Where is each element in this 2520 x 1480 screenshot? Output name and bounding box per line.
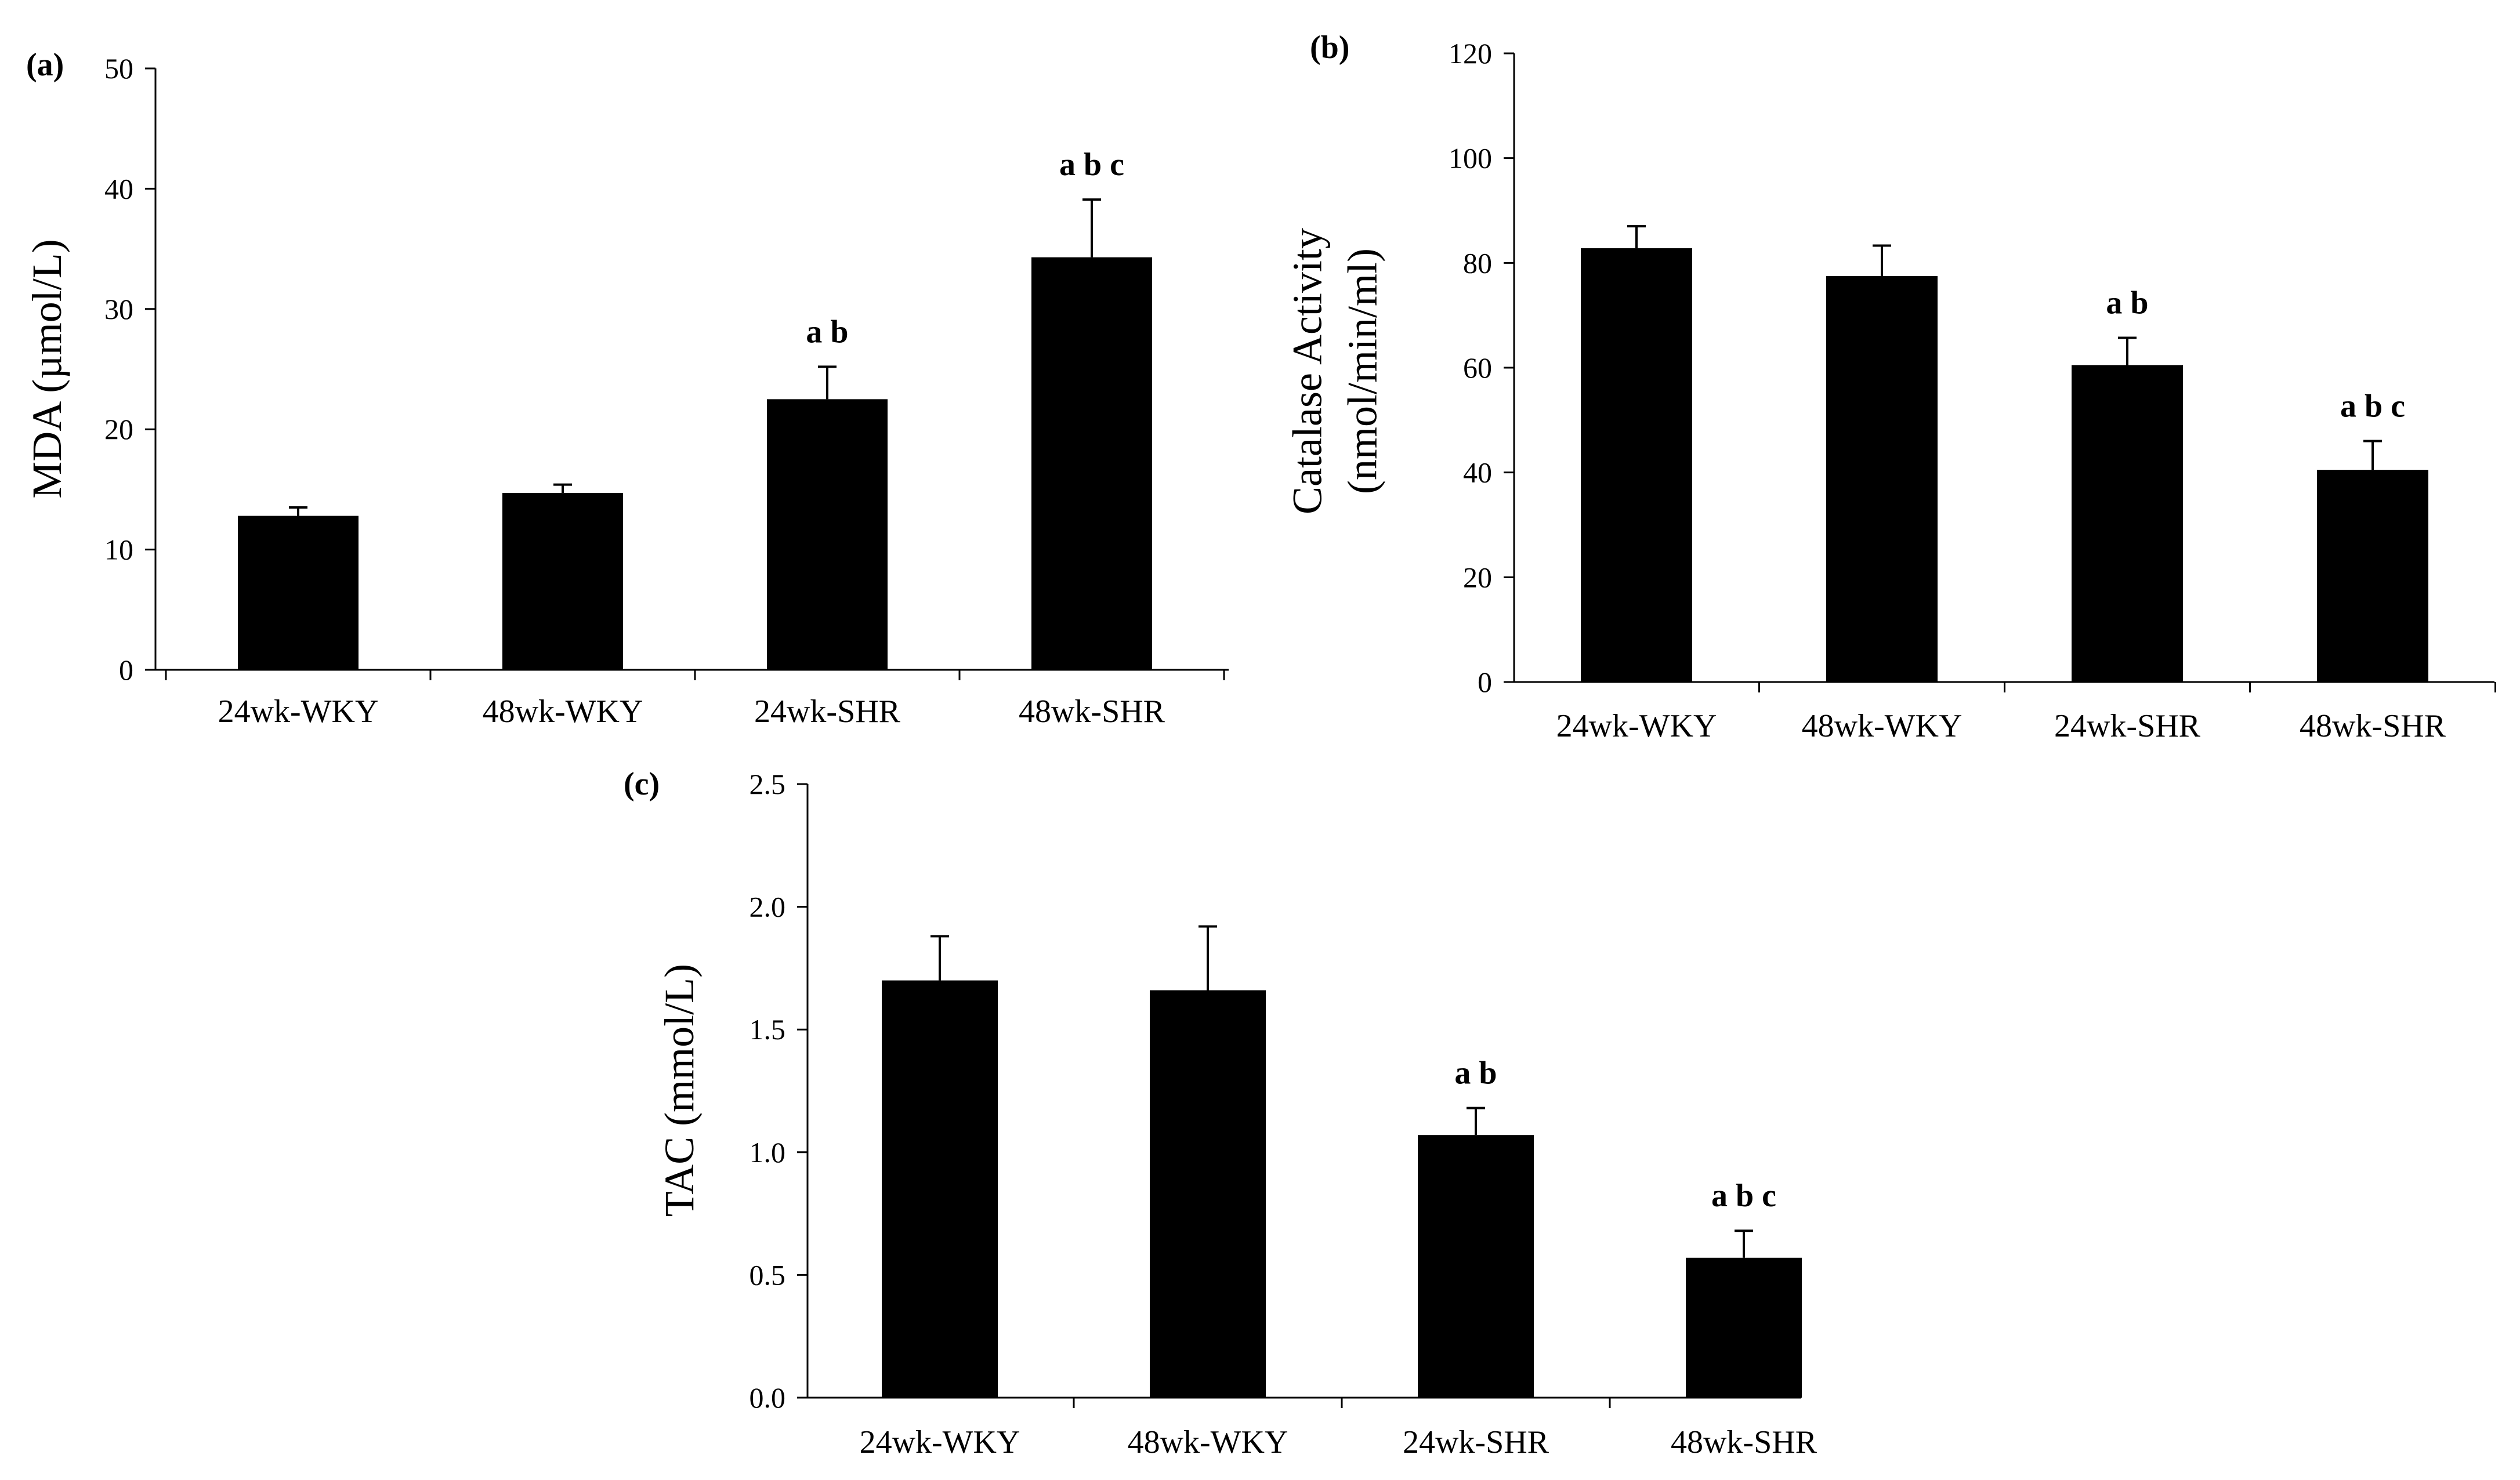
y-axis-label: MDA (µmol/L) — [24, 239, 70, 498]
y-tick-label: 2.0 — [750, 891, 786, 923]
chart-panel-1: (a) MDA (µmol/L) 0 10 20 30 40 50 24wk-WKY 48wk-W… — [24, 47, 1229, 730]
y-tick-label: 1.0 — [750, 1136, 786, 1169]
y-tick-label: 10 — [104, 534, 133, 566]
bar — [1031, 257, 1152, 670]
y-tick-label: 0.5 — [750, 1258, 786, 1291]
bar — [1826, 275, 1938, 683]
y-tick-label: 40 — [104, 172, 133, 205]
x-tick-label: 24wk-WKY — [1556, 708, 1717, 744]
significance-label: a b — [1454, 1055, 1497, 1091]
panel-label: (b) — [1310, 30, 1349, 66]
y-tick-label: 120 — [1449, 37, 1492, 70]
x-tick-label: 24wk-SHR — [2054, 708, 2201, 744]
y-tick-label: 80 — [1463, 246, 1492, 279]
y-tick-label: 100 — [1449, 142, 1492, 175]
y-tick-label: 2.5 — [750, 768, 786, 800]
significance-label: a b c — [1711, 1178, 1776, 1214]
panel-label: (a) — [26, 47, 64, 83]
y-axis-label: Catalase Activity — [1284, 228, 1331, 514]
y-tick-label: 50 — [104, 52, 133, 85]
y-tick-label: 30 — [104, 293, 133, 325]
bar — [767, 399, 888, 670]
bar — [1581, 248, 1692, 682]
y-tick-label: 60 — [1463, 351, 1492, 384]
significance-label: a b — [2106, 285, 2148, 321]
bar — [882, 980, 998, 1398]
bar — [1686, 1257, 1802, 1398]
x-tick-label: 24wk-SHR — [754, 694, 901, 730]
x-tick-label: 48wk-SHR — [1671, 1424, 1817, 1460]
y-tick-label: 20 — [104, 413, 133, 445]
x-tick-label: 24wk-WKY — [860, 1424, 1020, 1460]
bar — [2072, 365, 2183, 682]
bar — [1418, 1135, 1534, 1398]
y-tick-label: 40 — [1463, 456, 1492, 489]
significance-label: a b — [806, 314, 848, 350]
bar — [2317, 470, 2428, 682]
y-axis-label: (nmol/min/ml) — [1339, 248, 1386, 494]
y-axis-label: TAC (mmol/L) — [656, 964, 703, 1217]
y-tick-label: 20 — [1463, 561, 1492, 593]
significance-label: a b c — [2340, 388, 2405, 424]
significance-label: a b c — [1059, 147, 1124, 183]
x-tick-label: 48wk-SHR — [1019, 694, 1165, 730]
chart-panel-2: (b) Catalase Activity (nmol/min/ml) 0 20 40 60… — [1284, 30, 2496, 744]
y-tick-label: 0.0 — [750, 1381, 786, 1414]
x-tick-label: 48wk-WKY — [1802, 708, 1963, 744]
chart-panel-3: (c) TAC (mmol/L) 0.0 0.5 1.0 1.5 2.0 2.5 24wk-WK… — [624, 766, 1817, 1460]
bar — [502, 493, 623, 670]
y-tick-label: 0 — [1478, 666, 1492, 698]
bar — [238, 516, 359, 670]
x-tick-label: 24wk-WKY — [218, 694, 379, 730]
x-tick-label: 48wk-WKY — [483, 694, 643, 730]
x-tick-label: 24wk-SHR — [1403, 1424, 1549, 1460]
x-tick-label: 48wk-SHR — [2300, 708, 2446, 744]
bar — [1150, 990, 1266, 1398]
y-tick-label: 0 — [119, 654, 133, 686]
panel-label: (c) — [624, 766, 660, 802]
y-tick-label: 1.5 — [750, 1013, 786, 1046]
x-tick-label: 48wk-WKY — [1128, 1424, 1288, 1460]
